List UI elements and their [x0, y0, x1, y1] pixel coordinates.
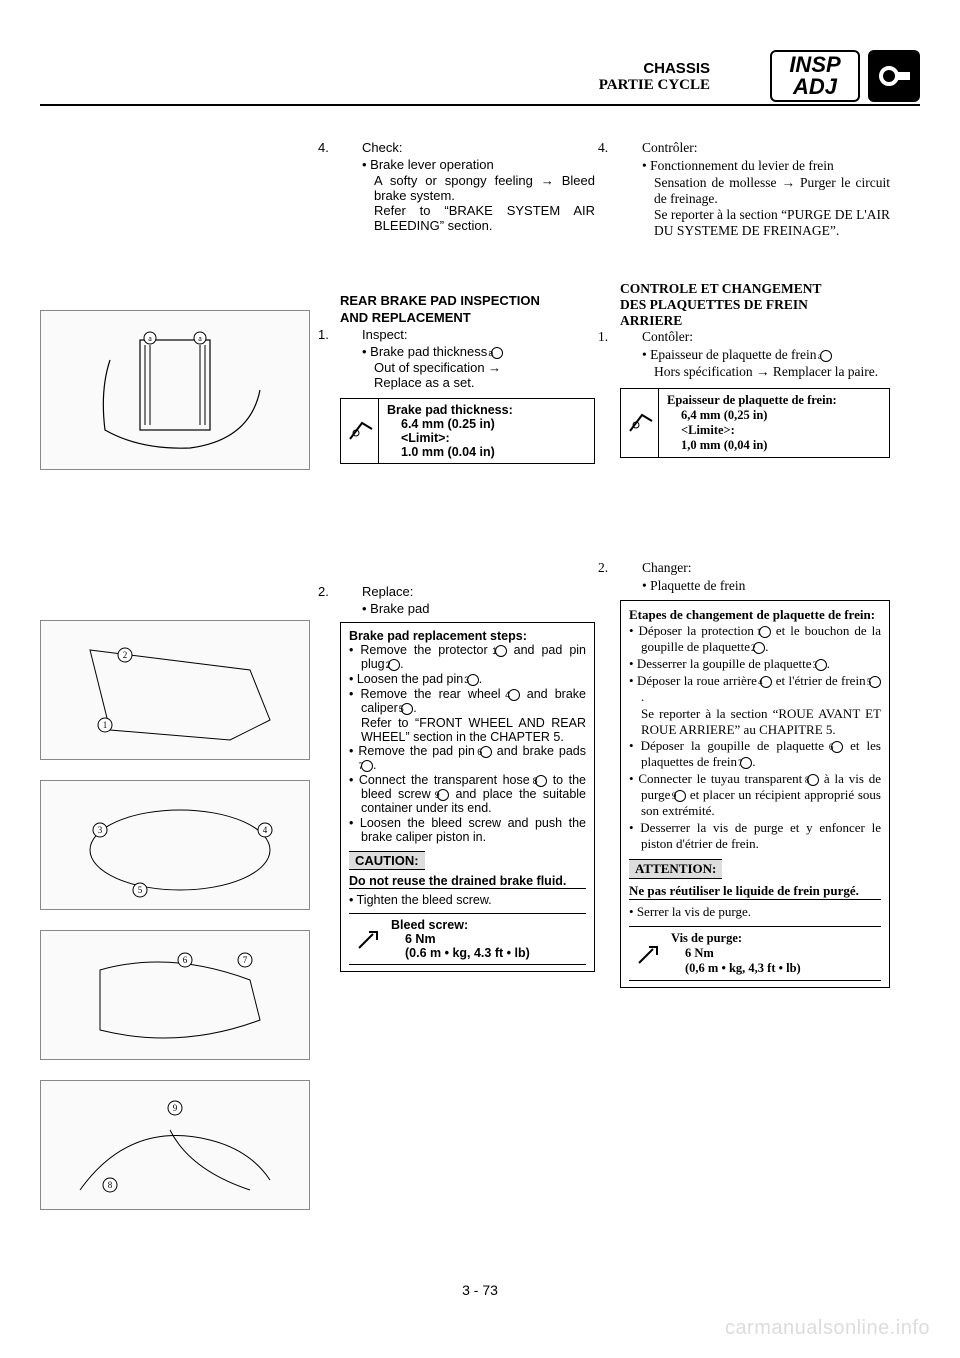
step-num: 1. — [340, 327, 362, 342]
french-column: 4.Contrôler: • Fonctionnement du levier … — [610, 140, 890, 1230]
english-column: 4.Check: • Brake lever operation A softy… — [330, 140, 610, 1230]
text: A softy or spongy feeling → Bleed brake … — [340, 173, 595, 203]
step-num: 4. — [340, 140, 362, 155]
svg-text:8: 8 — [108, 1180, 113, 1190]
section-heading: ARRIERE — [620, 313, 890, 329]
header-rule — [40, 104, 920, 106]
caliper-diagram-2: 3 4 5 — [40, 780, 310, 910]
steps-box: Etapes de changement de plaquette de fre… — [620, 600, 890, 988]
page-number: 3 - 73 — [0, 1282, 960, 1298]
svg-text:6: 6 — [183, 955, 188, 965]
caliper-diagram-1: 12 — [40, 620, 310, 760]
bleed-screw-diagram: 89 — [40, 1080, 310, 1210]
insp-adj-box: INSP ADJ — [770, 50, 860, 102]
header-titles: CHASSIS PARTIE CYCLE — [599, 60, 710, 94]
section-heading: CONTROLE ET CHANGEMENT — [620, 281, 890, 297]
wrench-icon — [629, 931, 667, 976]
step-label: Check: — [362, 140, 402, 155]
caution-text: Ne pas réutiliser le liquide de frein pu… — [629, 883, 881, 900]
header-title-en: CHASSIS — [599, 60, 710, 77]
step-label: Contrôler: — [642, 140, 698, 155]
diagram-column: a a 12 345 67 89 — [40, 140, 330, 1230]
svg-text:a: a — [198, 334, 202, 343]
text: Refer to “BRAKE SYSTEM AIR BLEEDING” sec… — [340, 203, 595, 233]
wrench-icon — [349, 918, 387, 960]
step-num: 4. — [620, 140, 642, 156]
section-heading: AND REPLACEMENT — [340, 310, 595, 325]
box-title: Etapes de changement de plaquette de fre… — [629, 607, 881, 623]
adj-label: ADJ — [793, 76, 837, 98]
bullet: • Brake lever operation — [340, 157, 595, 172]
text: Hors spécification → Remplacer la paire. — [620, 364, 890, 380]
svg-text:1: 1 — [103, 720, 108, 730]
box-title: Brake pad replacement steps: — [349, 629, 586, 643]
text: Replace as a set. — [340, 375, 595, 390]
step-label: Replace: — [362, 584, 413, 599]
watermark: carmanualsonline.info — [725, 1317, 930, 1340]
spec-text: Brake pad thickness: 6.4 mm (0.25 in) <L… — [379, 399, 521, 463]
spec-box: Epaisseur de plaquette de frein: 6,4 mm … — [620, 388, 890, 458]
svg-text:4: 4 — [263, 825, 268, 835]
step-label: Changer: — [642, 560, 692, 575]
step-num: 2. — [620, 560, 642, 576]
step-num: 2. — [340, 584, 362, 599]
steps-box: Brake pad replacement steps: • Remove th… — [340, 622, 595, 972]
section-heading: REAR BRAKE PAD INSPECTION — [340, 293, 595, 308]
svg-text:2: 2 — [123, 650, 128, 660]
caliper-diagram-3: 67 — [40, 930, 310, 1060]
spec-box: Brake pad thickness: 6.4 mm (0.25 in) <L… — [340, 398, 595, 464]
svg-text:7: 7 — [243, 955, 248, 965]
brake-pad-diagram: a a — [40, 310, 310, 470]
step-label: Contôler: — [642, 329, 693, 344]
svg-text:3: 3 — [98, 825, 103, 835]
attention-label: ATTENTION: — [629, 859, 722, 879]
text: Out of specification → — [340, 360, 595, 375]
svg-text:5: 5 — [138, 885, 143, 895]
step-label: Inspect: — [362, 327, 408, 342]
step-num: 1. — [620, 329, 642, 345]
page-header: CHASSIS PARTIE CYCLE INSP ADJ — [40, 50, 920, 120]
svg-text:a: a — [148, 334, 152, 343]
gauge-icon — [341, 399, 379, 463]
insp-label: INSP — [789, 54, 840, 76]
torque-box: Bleed screw: 6 Nm (0.6 m • kg, 4.3 ft • … — [349, 913, 586, 965]
svg-text:9: 9 — [173, 1103, 178, 1113]
torque-box: Vis de purge: 6 Nm (0,6 m • kg, 4,3 ft •… — [629, 926, 881, 981]
caution-label: CAUTION: — [349, 851, 425, 870]
text: Se reporter à la section “PURGE DE L'AIR… — [620, 207, 890, 239]
header-title-fr: PARTIE CYCLE — [599, 77, 710, 94]
gauge-icon — [621, 389, 659, 457]
caution-text: Do not reuse the drained brake fluid. — [349, 874, 586, 889]
bullet: • Brake pad thickness a — [340, 344, 595, 359]
spec-text: Epaisseur de plaquette de frein: 6,4 mm … — [659, 389, 845, 457]
bullet: • Epaisseur de plaquette de frein a — [620, 347, 890, 363]
bullet: • Plaquette de frein — [620, 578, 890, 594]
text: Sensation de mollesse → Purger le circui… — [620, 175, 890, 207]
section-heading: DES PLAQUETTES DE FREIN — [620, 297, 890, 313]
bullet: • Fonctionnement du levier de frein — [620, 158, 890, 174]
bullet: • Brake pad — [340, 601, 595, 616]
wrench-icon — [868, 50, 920, 102]
